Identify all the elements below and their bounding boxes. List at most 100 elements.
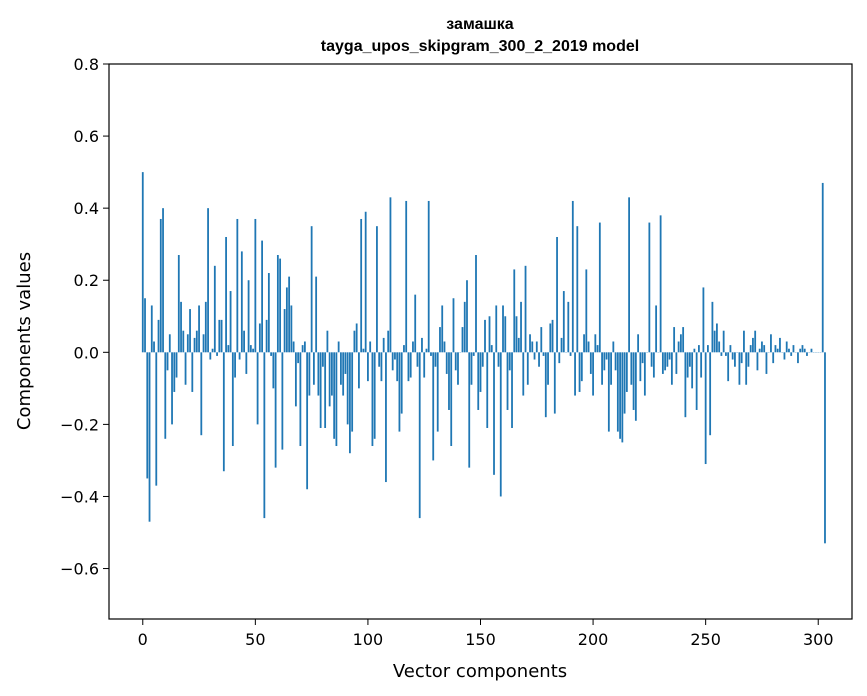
y-tick-label: 0.4	[74, 199, 99, 218]
bar-96	[358, 352, 360, 389]
bar-92	[349, 352, 351, 454]
bar-97	[360, 218, 363, 353]
bar-61	[279, 258, 282, 353]
bar-51	[256, 352, 259, 425]
bar-116	[403, 345, 405, 353]
bar-67	[292, 341, 295, 353]
bar-177	[540, 327, 543, 353]
bar-266	[740, 352, 743, 364]
bar-201	[594, 334, 597, 353]
bar-53	[261, 240, 263, 353]
bar-271	[752, 337, 754, 353]
bar-22	[191, 352, 194, 392]
bar-262	[731, 352, 734, 360]
x-tick-label: 250	[690, 630, 721, 649]
bar-33	[216, 352, 218, 356]
chart-title: замашка	[446, 16, 514, 33]
bar-288	[790, 352, 793, 356]
bar-77	[315, 276, 318, 353]
bar-267	[743, 330, 745, 353]
bar-86	[335, 352, 338, 447]
bar-66	[290, 305, 293, 353]
bar-194	[578, 352, 581, 392]
bar-139	[454, 352, 457, 371]
bar-231	[661, 352, 664, 374]
bar-283	[779, 337, 781, 353]
bar-276	[763, 345, 766, 353]
bar-237	[675, 352, 678, 374]
bar-107	[382, 337, 385, 353]
bar-181	[549, 323, 552, 353]
bar-236	[673, 327, 676, 353]
bar-23	[193, 337, 196, 353]
bar-106	[380, 352, 383, 382]
bar-256	[718, 341, 721, 353]
bar-19	[184, 352, 187, 385]
bar-289	[792, 345, 795, 353]
bar-149	[477, 352, 480, 410]
bar-69	[297, 352, 300, 364]
bar-29	[207, 208, 209, 353]
bar-182	[551, 319, 554, 353]
bar-158	[497, 352, 500, 367]
bar-20	[186, 334, 189, 353]
bar-257	[720, 352, 723, 356]
bar-134	[443, 341, 446, 353]
bar-125	[423, 352, 426, 378]
bar-11	[166, 352, 169, 371]
bar-series	[141, 172, 826, 544]
bar-9	[162, 208, 164, 353]
bar-286	[785, 341, 788, 353]
bar-212	[619, 352, 621, 439]
bar-180	[547, 352, 549, 385]
bar-142	[461, 327, 464, 353]
bar-159	[499, 352, 502, 497]
plot-frame	[108, 63, 853, 620]
bar-233	[666, 352, 669, 367]
bar-263	[734, 352, 736, 367]
bar-268	[745, 352, 748, 385]
bar-152	[484, 319, 486, 353]
bar-89	[342, 352, 345, 396]
bar-18	[182, 330, 185, 353]
bar-274	[758, 348, 761, 353]
bar-272	[754, 330, 757, 353]
bar-252	[709, 352, 712, 436]
bar-12	[168, 334, 171, 353]
bar-35	[220, 319, 223, 353]
bar-200	[592, 352, 594, 396]
x-axis-label: Vector components	[393, 661, 567, 682]
bar-275	[761, 341, 763, 353]
bar-44	[240, 251, 243, 353]
bar-52	[258, 323, 261, 353]
bar-260	[727, 352, 730, 382]
bar-248	[700, 352, 703, 378]
bar-68	[294, 352, 297, 407]
bar-128	[430, 352, 432, 356]
bar-126	[425, 348, 428, 353]
bar-282	[776, 348, 779, 353]
bar-109	[387, 330, 390, 353]
bar-64	[285, 287, 288, 353]
bar-115	[400, 352, 403, 414]
bar-137	[450, 352, 453, 447]
bar-21	[189, 309, 191, 353]
bar-228	[655, 305, 658, 353]
bar-183	[553, 352, 556, 414]
bar-34	[218, 319, 221, 353]
bar-10	[164, 352, 167, 439]
bar-119	[409, 352, 412, 378]
bar-135	[445, 352, 448, 374]
bar-226	[650, 352, 653, 367]
bar-129	[432, 352, 435, 461]
bar-120	[412, 341, 414, 353]
bar-185	[558, 352, 561, 364]
bar-50	[254, 218, 257, 353]
bar-208	[610, 352, 612, 385]
bar-184	[556, 236, 558, 353]
bar-99	[364, 211, 367, 353]
y-tick-label: 0.8	[74, 55, 99, 74]
bar-171	[526, 352, 529, 385]
bar-74	[308, 352, 311, 396]
bar-230	[659, 215, 662, 353]
